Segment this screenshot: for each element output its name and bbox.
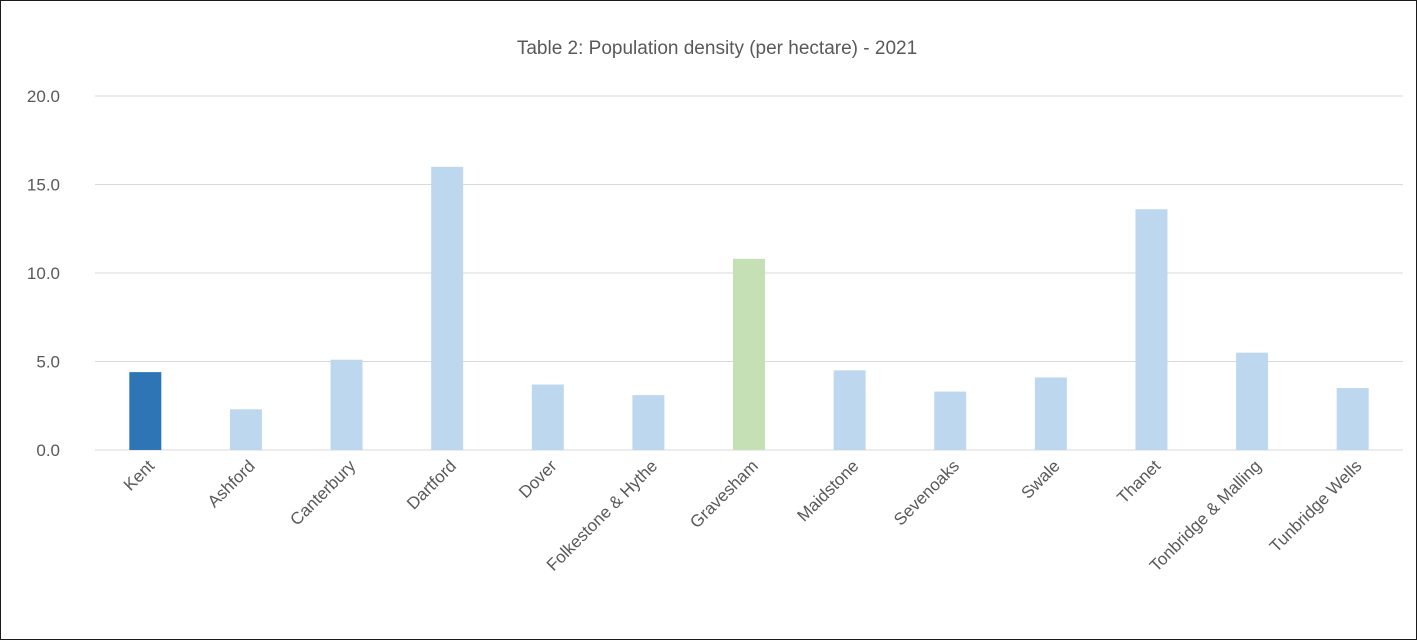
y-axis-tick-labels: 0.0 5.0 10.0 15.0 20.0 <box>27 87 60 460</box>
bar-swale <box>1034 377 1067 450</box>
x-category-label: Swale <box>1017 456 1063 502</box>
x-category-label: Thanet <box>1113 456 1164 507</box>
bar-ashford <box>229 409 262 450</box>
x-category-label: Gravesham <box>686 456 762 532</box>
bar-sevenoaks <box>934 391 967 450</box>
bar-kent <box>129 372 162 450</box>
y-tick-label: 10.0 <box>27 264 60 283</box>
y-tick-label: 20.0 <box>27 87 60 106</box>
x-category-label: Folkestone & Hythe <box>543 456 661 574</box>
bar-tonbridge-malling <box>1236 352 1269 450</box>
y-tick-label: 5.0 <box>36 353 60 372</box>
bar-gravesham <box>733 258 765 450</box>
x-category-label: Dover <box>515 456 561 502</box>
bar-maidstone <box>833 370 866 450</box>
bar-thanet <box>1135 209 1168 450</box>
x-category-label: Kent <box>120 456 158 494</box>
x-category-label: Sevenoaks <box>890 456 963 529</box>
chart-title: Table 2: Population density (per hectare… <box>517 38 917 59</box>
bar-canterbury <box>330 359 363 450</box>
x-category-label: Ashford <box>204 456 259 511</box>
bar-tunbridge-wells <box>1336 388 1369 450</box>
bar-dover <box>531 384 564 450</box>
x-category-label: Dartford <box>403 456 460 513</box>
x-category-label: Tonbridge & Malling <box>1146 456 1265 575</box>
bar-folkestone-hythe <box>632 395 665 450</box>
x-category-label: Tunbridge Wells <box>1266 456 1366 556</box>
y-tick-label: 15.0 <box>27 176 60 195</box>
y-tick-label: 0.0 <box>36 441 60 460</box>
bars <box>129 166 1369 451</box>
x-category-label: Canterbury <box>286 456 359 529</box>
x-axis-category-labels: Kent Ashford Canterbury Dartford DoverFolkes… <box>120 456 1366 575</box>
bar-dartford <box>431 166 464 451</box>
x-category-label: Maidstone <box>794 456 863 525</box>
